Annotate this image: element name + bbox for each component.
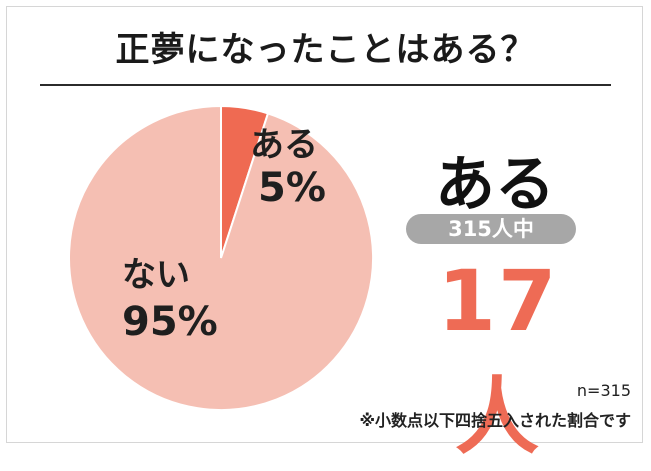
slice-label-nai: ない 95% [122,258,218,342]
pie-slice-nai [68,104,374,411]
pie-chart [68,104,374,411]
chart-title: 正夢になったことはある？ [115,30,536,70]
slice-label-aru-name: ある [250,125,318,165]
rounding-note: ※小数点以下四捨五入された割合です [359,411,631,430]
slice-label-aru: ある 5% [250,128,326,208]
title-underline [40,84,611,86]
stat-badge: 315人中 [406,214,576,244]
sample-size-note: n=315 [576,381,631,400]
slice-label-nai-percent: 95% [122,299,218,345]
stat-value: 17人 [437,252,559,466]
slice-label-aru-percent: 5% [258,165,326,211]
slice-label-nai-name: ない [122,255,190,295]
stat-heading: ある [435,150,555,220]
